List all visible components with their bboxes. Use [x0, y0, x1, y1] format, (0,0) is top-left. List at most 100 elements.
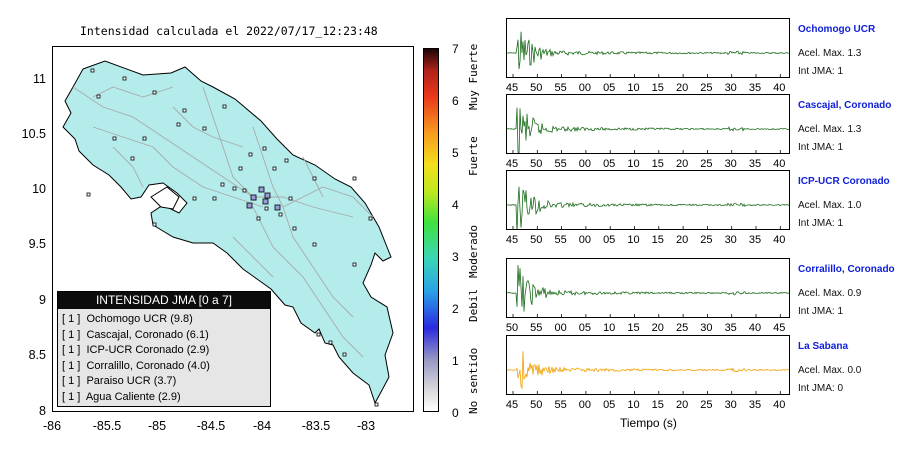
trace-plot[interactable] — [506, 258, 790, 318]
station-max-accel: Acel. Max. 1.3 — [798, 124, 862, 135]
time-tick-label: 05 — [603, 158, 616, 170]
colorbar-label: Muy Fuerte — [467, 43, 480, 110]
time-tick-label: 15 — [651, 158, 664, 170]
gulf-of-nicoya — [150, 186, 180, 210]
legend-item: [ 1 ] Cascajal, Coronado (6.1) — [62, 328, 209, 341]
time-tick-label: 55 — [554, 234, 567, 246]
time-tick-label: 35 — [748, 158, 762, 170]
map-canvas — [62, 60, 394, 407]
waveform — [507, 107, 789, 153]
time-tick-label: 50 — [530, 158, 543, 170]
station-max-accel: Acel. Max. 0.9 — [798, 288, 862, 299]
time-tick-label: 15 — [651, 82, 664, 94]
map-ytick: 9 — [39, 293, 46, 307]
colorbar-label: Debil — [467, 288, 480, 322]
time-tick-label: 15 — [651, 234, 664, 246]
time-tick-label: 40 — [748, 322, 762, 334]
time-tick-label: 50 — [530, 82, 543, 94]
map-ytick: 10 — [32, 182, 46, 196]
time-tick-label: 50 — [530, 234, 543, 246]
legend-header: INTENSIDAD JMA [0 a 7] — [58, 292, 270, 309]
station-jma-intensity: Int JMA: 0 — [798, 383, 844, 394]
map-title: Intensidad calculada el 2022/07/17_12:23… — [80, 24, 378, 38]
waveform-line — [507, 186, 789, 229]
time-tick-label: 10 — [627, 158, 640, 170]
map-xtick: -85 — [147, 419, 167, 433]
time-tick-label: 15 — [627, 322, 640, 334]
time-tick-label: 45 — [773, 322, 786, 334]
trace-plot[interactable] — [506, 94, 790, 154]
time-tick-label: 15 — [651, 399, 664, 411]
time-tick-label: 45 — [505, 399, 519, 411]
station-name: ICP-UCR Coronado — [798, 176, 890, 187]
colorbar-tick: 7 — [452, 42, 459, 56]
trace-plot[interactable] — [506, 170, 790, 230]
station-jma-intensity: Int JMA: 1 — [798, 218, 844, 229]
time-tick-label: 00 — [578, 158, 592, 170]
map-xtick: -83 — [356, 419, 376, 433]
map-ytick: 8 — [39, 404, 46, 418]
map-ytick: 11 — [33, 72, 46, 86]
station-jma-intensity: Int JMA: 1 — [798, 142, 844, 153]
colorbar-tick: 1 — [452, 354, 459, 368]
trace-time-ticks: 45 50 55 00 05 10 15 20 25 30 35 40 — [506, 399, 790, 413]
time-tick-label: 30 — [700, 322, 713, 334]
time-tick-label: 05 — [578, 322, 592, 334]
time-tick-label: 00 — [578, 234, 592, 246]
time-tick-label: 20 — [675, 82, 689, 94]
station-name: La Sabana — [798, 341, 849, 352]
station-max-accel: Acel. Max. 1.0 — [798, 200, 862, 211]
time-tick-label: 20 — [675, 158, 689, 170]
waveform — [507, 186, 789, 229]
waveform-line — [507, 31, 789, 70]
colorbar-label: Fuerte — [467, 136, 480, 176]
legend-item: [ 1 ] Agua Caliente (2.9) — [62, 390, 181, 403]
map-ytick: 10.5 — [21, 127, 46, 141]
time-tick-label: 35 — [724, 322, 737, 334]
time-tick-label: 55 — [554, 82, 567, 94]
station-jma-intensity: Int JMA: 1 — [798, 306, 844, 317]
time-tick-label: 45 — [505, 82, 519, 94]
time-tick-label: 00 — [554, 322, 567, 334]
time-tick-label: 30 — [724, 399, 737, 411]
time-tick-label: 25 — [700, 399, 713, 411]
map-xtick: -84.5 — [196, 419, 226, 433]
time-tick-label: 00 — [578, 399, 592, 411]
time-tick-label: 35 — [748, 399, 762, 411]
time-tick-label: 20 — [651, 322, 664, 334]
station-name: Corralillo, Coronado — [798, 264, 895, 275]
map-xtick: -85.5 — [92, 419, 122, 433]
trace-plot[interactable] — [506, 18, 790, 78]
waveform — [507, 351, 789, 394]
station-max-accel: Acel. Max. 1.3 — [798, 48, 862, 59]
colorbar-tick: 0 — [452, 406, 459, 420]
time-tick-label: 50 — [505, 322, 519, 334]
legend-item: [ 1 ] ICP-UCR Coronado (2.9) — [62, 344, 210, 356]
trace-time-ticks: 50 55 00 05 10 15 20 25 30 35 40 45 — [506, 322, 790, 336]
colorbar-label: Moderado — [467, 225, 480, 278]
time-tick-label: 40 — [773, 82, 786, 94]
time-tick-label: 10 — [603, 322, 616, 334]
legend-item: [ 1 ] Paraiso UCR (3.7) — [62, 375, 177, 387]
map-xtick: -83.5 — [301, 419, 331, 433]
time-tick-label: 00 — [578, 82, 592, 94]
station-max-accel: Acel. Max. 0.0 — [798, 365, 862, 376]
time-tick-label: 25 — [700, 158, 713, 170]
intensity-stations — [246, 186, 281, 211]
time-tick-label: 40 — [773, 399, 786, 411]
station-jma-intensity: Int JMA: 1 — [798, 66, 844, 77]
time-tick-label: 50 — [530, 399, 543, 411]
station-name: Cascajal, Coronado — [798, 100, 892, 111]
time-tick-label: 30 — [724, 82, 737, 94]
station-name: Ochomogo UCR — [798, 24, 876, 35]
waveform-line — [507, 264, 789, 312]
time-tick-label: 35 — [748, 234, 762, 246]
time-tick-label: 45 — [505, 158, 519, 170]
time-tick-label: 10 — [627, 234, 640, 246]
colorbar-tick: 6 — [452, 94, 459, 108]
time-tick-label: 30 — [724, 158, 737, 170]
trace-plot[interactable] — [506, 335, 790, 395]
time-tick-label: 10 — [627, 82, 640, 94]
waveform — [507, 31, 789, 77]
colorbar-tick: 4 — [452, 198, 459, 212]
